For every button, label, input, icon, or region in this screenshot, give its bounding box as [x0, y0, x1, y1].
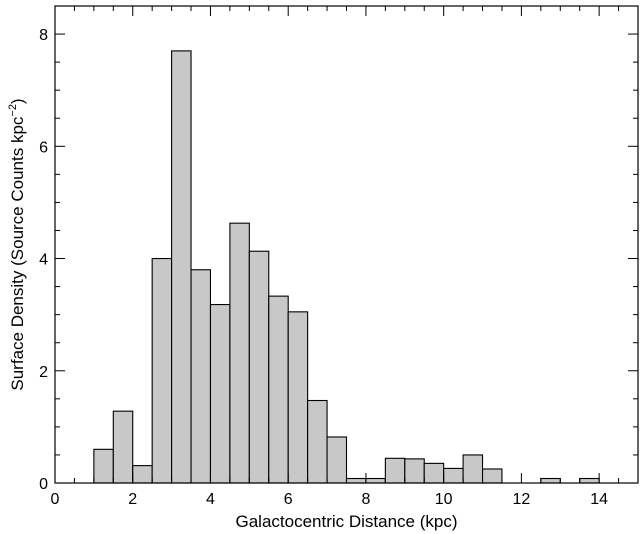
x-tick-label: 6 [284, 491, 293, 508]
y-axis-title: Surface Density (Source Counts kpc−2) [7, 98, 27, 390]
y-axis-title-close: ) [8, 98, 27, 104]
bar [384, 457, 406, 484]
bars-group [93, 50, 600, 484]
y-axis-title-main: Surface Density (Source Counts kpc [8, 116, 27, 391]
x-tick-label: 12 [513, 491, 531, 508]
y-tick-label: 4 [39, 252, 48, 269]
bar [540, 477, 561, 484]
bar [481, 468, 503, 484]
y-tick-label: 6 [39, 139, 48, 156]
x-tick-label: 8 [361, 491, 370, 508]
x-tick-label: 0 [51, 491, 60, 508]
bar [93, 448, 114, 484]
bar [443, 467, 464, 484]
bar [190, 269, 212, 484]
bar [229, 222, 250, 484]
y-axis-title-exponent: −2 [7, 104, 19, 117]
bar [365, 477, 386, 484]
bar [326, 436, 348, 484]
x-axis-title: Galactocentric Distance (kpc) [235, 512, 457, 531]
bar [248, 250, 270, 484]
y-tick-label: 0 [39, 476, 48, 493]
bar [151, 257, 173, 484]
x-tick-label: 14 [590, 491, 608, 508]
bar [287, 311, 309, 484]
bar [345, 477, 367, 484]
ticks-group [54, 5, 639, 484]
bar [171, 50, 192, 484]
y-tick-labels: 0 2 4 6 8 [39, 27, 48, 493]
bar [462, 454, 484, 484]
plot-frame [54, 5, 639, 484]
bar [307, 399, 328, 484]
bar [132, 465, 153, 484]
y-tick-label: 2 [39, 364, 48, 381]
x-tick-label: 4 [206, 491, 215, 508]
y-tick-label: 8 [39, 27, 48, 44]
bar [112, 410, 134, 484]
bar [268, 295, 289, 484]
x-tick-label: 2 [128, 491, 137, 508]
bar [579, 477, 600, 484]
bar [404, 458, 425, 484]
bar [423, 462, 445, 484]
bar [209, 303, 231, 484]
x-tick-labels: 0 2 4 6 8 10 12 14 [51, 491, 609, 508]
x-tick-label: 10 [435, 491, 453, 508]
